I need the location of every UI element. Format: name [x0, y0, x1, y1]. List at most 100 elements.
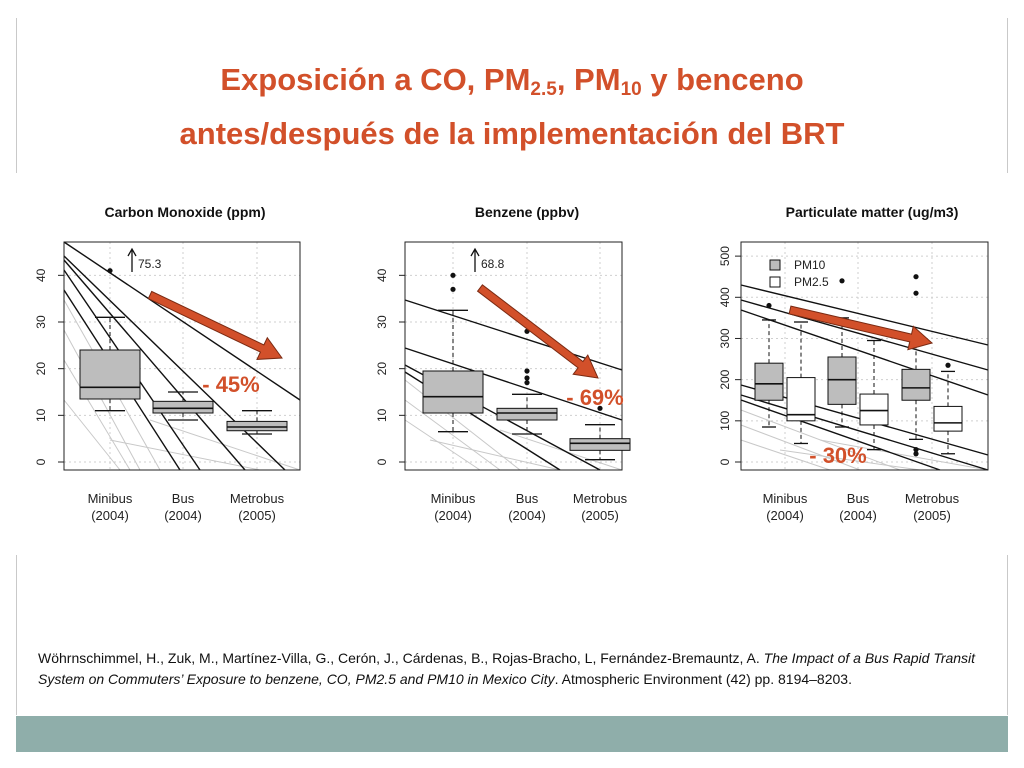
box-body: [569, 438, 631, 451]
box-3: [569, 405, 631, 461]
offscale-label: 75.3: [138, 257, 162, 271]
y-tick-label: 100: [718, 410, 732, 430]
y-tick-label: 20: [34, 362, 48, 376]
slide-frame-left: [16, 18, 17, 173]
reference-line: [404, 419, 481, 471]
citation-title: The Impact of a Bus Rapid Transit System…: [38, 650, 976, 687]
offscale-arrowhead: [470, 247, 480, 257]
x-tick-label: (2004): [508, 508, 546, 523]
box-1: [79, 268, 141, 412]
slide-title: Exposición a CO, PM2.5, PM10 y benceno a…: [0, 58, 1024, 156]
citation: Wöhrnschimmel, H., Zuk, M., Martínez-Vil…: [38, 648, 988, 690]
outlier-point: [450, 272, 456, 278]
chart-title: Particulate matter (ug/m3): [786, 204, 959, 220]
reference-line: [740, 309, 989, 396]
x-tick-label: (2005): [581, 508, 619, 523]
y-tick-label: 10: [34, 408, 48, 422]
reference-line: [740, 399, 941, 471]
box-pm10-1: [754, 302, 784, 428]
slide-frame-right-lower: [1007, 555, 1008, 715]
y-tick-label: 400: [718, 287, 732, 307]
box-2: [496, 328, 558, 435]
trend-arrow: [147, 290, 283, 360]
box-body: [152, 400, 214, 414]
x-tick-label: Bus: [516, 491, 539, 506]
title-line-2: antes/después de la implementación del B…: [179, 116, 845, 151]
title-line-1: Exposición a CO, PM2.5, PM10 y benceno: [220, 62, 804, 100]
y-tick-label: 0: [34, 458, 48, 465]
x-tick-label: (2004): [164, 508, 202, 523]
offscale-arrowhead: [127, 247, 137, 257]
outlier-point: [839, 278, 845, 284]
reference-line: [499, 429, 623, 471]
reference-line: [63, 329, 141, 471]
y-tick-label: 500: [718, 246, 732, 266]
slide-frame-left-lower: [16, 555, 17, 715]
legend-swatch: [769, 276, 781, 288]
x-tick-label: (2004): [766, 508, 804, 523]
reference-line: [779, 449, 921, 471]
y-tick-label: 0: [718, 458, 732, 465]
x-tick-label: Bus: [172, 491, 195, 506]
box-body: [827, 356, 857, 405]
reference-line: [819, 439, 989, 471]
x-tick-label: Minibus: [88, 491, 133, 506]
y-tick-label: 0: [375, 458, 389, 465]
x-tick-label: (2004): [434, 508, 472, 523]
chart-panel-2: Benzene (ppbv) 0 10 20 30 40 Minibus (2004) Bus (…: [375, 204, 631, 523]
plot-frame: [63, 241, 301, 471]
slide-frame-right: [1007, 18, 1008, 173]
y-tick-label: 30: [375, 315, 389, 329]
box-body: [933, 405, 963, 432]
box-body: [786, 377, 816, 422]
y-tick-label: 20: [375, 362, 389, 376]
outlier-point: [913, 451, 919, 457]
x-tick-label: Bus: [847, 491, 870, 506]
outlier-point: [524, 375, 530, 381]
box-pm25-1: [786, 321, 816, 445]
box-body: [496, 407, 558, 421]
x-tick-label: Metrobus: [905, 491, 960, 506]
reference-line: [429, 439, 561, 471]
box-body: [859, 393, 889, 426]
reference-line: [63, 359, 131, 471]
plot-frame: [404, 241, 623, 471]
box-1: [422, 272, 484, 433]
y-tick-label: 10: [375, 408, 389, 422]
footer-bar: [16, 716, 1008, 752]
box-pm10-2: [827, 278, 857, 428]
plot-frame: [740, 241, 989, 471]
outlier-point: [450, 286, 456, 292]
outlier-point: [107, 268, 113, 274]
outlier-point: [597, 405, 603, 411]
trend-arrow: [788, 305, 934, 351]
y-tick-label: 40: [34, 268, 48, 282]
outlier-point: [945, 362, 951, 368]
reference-line: [63, 259, 246, 471]
x-tick-label: (2004): [839, 508, 877, 523]
reference-line: [740, 284, 989, 346]
y-tick-label: 40: [375, 268, 389, 282]
reference-line: [740, 394, 989, 471]
box-pm10-3: [901, 274, 931, 457]
box-body: [422, 370, 484, 414]
change-label: - 30%: [809, 443, 866, 468]
reference-line: [63, 399, 121, 471]
outlier-point: [766, 302, 772, 309]
legend-swatch: [769, 259, 781, 271]
change-label: - 45%: [202, 372, 259, 397]
legend-label: PM2.5: [794, 275, 829, 289]
chart-title: Carbon Monoxide (ppm): [105, 204, 266, 220]
citation-authors: Wöhrnschimmel, H., Zuk, M., Martínez-Vil…: [38, 650, 764, 666]
y-tick-label: 200: [718, 369, 732, 389]
reference-line: [740, 424, 861, 471]
box-body: [754, 362, 784, 401]
x-tick-label: (2005): [238, 508, 276, 523]
outlier-point: [913, 274, 919, 280]
outlier-point: [524, 368, 530, 374]
box-pm25-2: [859, 325, 889, 451]
reference-line: [740, 439, 831, 471]
x-tick-label: Minibus: [763, 491, 808, 506]
box-2: [152, 391, 214, 421]
box-body: [901, 368, 931, 401]
